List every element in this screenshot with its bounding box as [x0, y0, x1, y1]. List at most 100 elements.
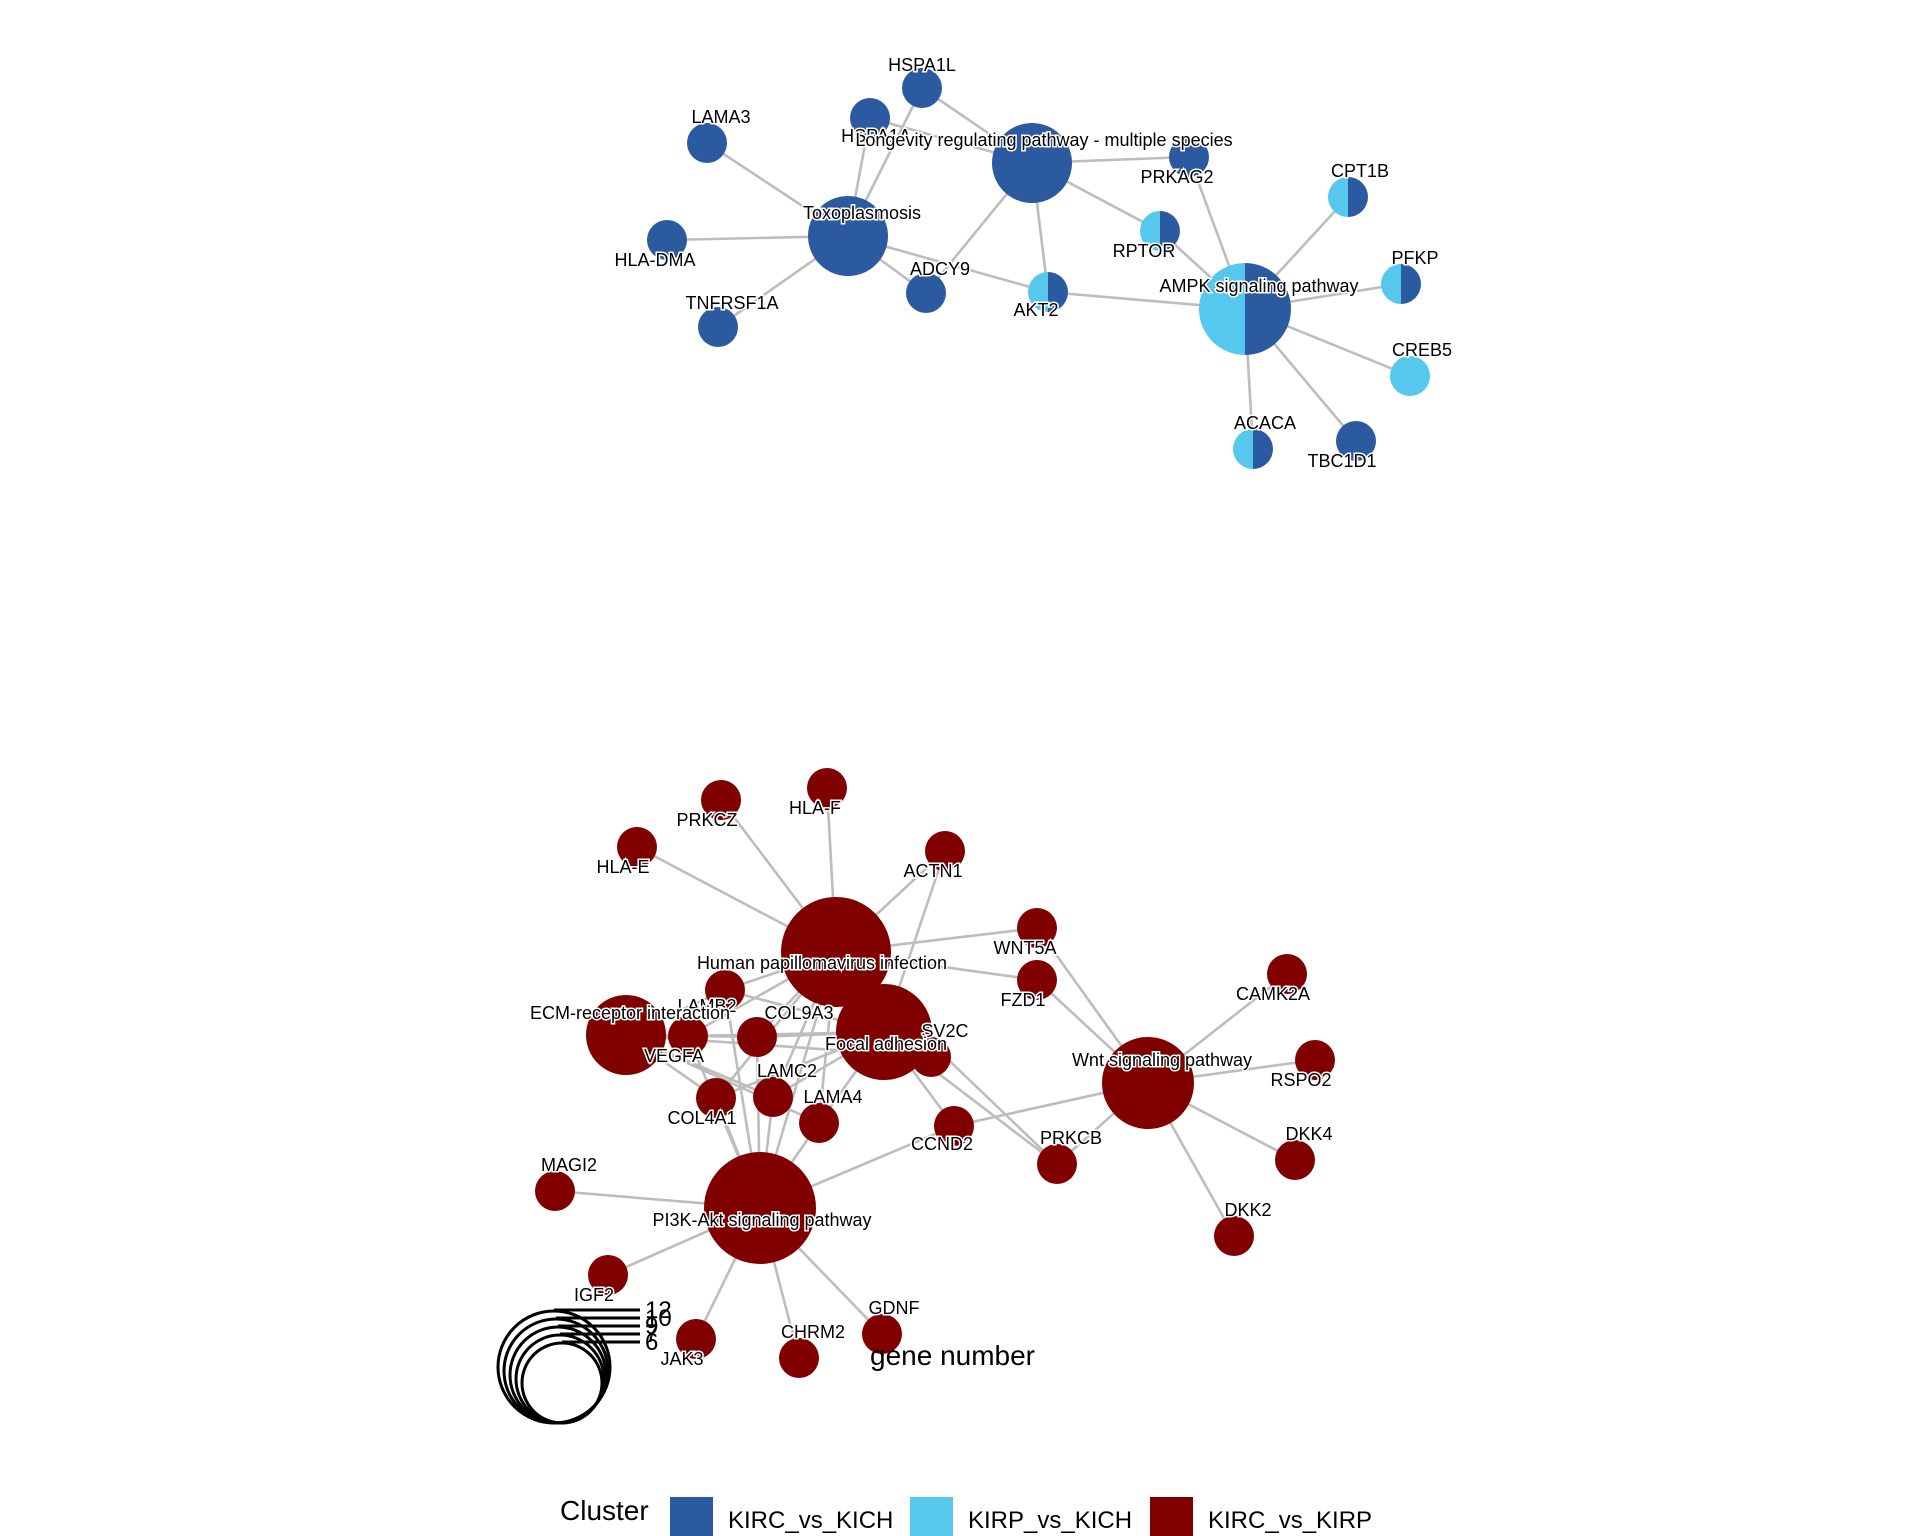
pathway-node-PI3K[interactable]	[704, 1152, 816, 1264]
node-label-COL9A3: COL9A3	[764, 1003, 833, 1023]
color-legend-entries: KIRC_vs_KICH KIRP_vs_KICH KIRC_vs_KIRP	[670, 1497, 1372, 1536]
legend-swatch	[910, 1497, 953, 1536]
node-slice-KIRC_vs_KIRP	[1017, 960, 1057, 1000]
node-slice-KIRC_vs_KICH	[687, 123, 727, 163]
gene-node-CCND2[interactable]	[934, 1106, 974, 1146]
gene-node-DKK4[interactable]	[1275, 1140, 1315, 1180]
gene-node-MAGI2[interactable]	[535, 1171, 575, 1211]
node-label-JAK3: JAK3	[660, 1349, 703, 1369]
node-slice-KIRC_vs_KIRP	[696, 1078, 736, 1118]
gene-node-HSPA1A[interactable]	[850, 98, 890, 138]
legend-entry-KIRP_vs_KICH: KIRP_vs_KICH	[910, 1497, 1132, 1536]
gene-node-LAMA3[interactable]	[687, 123, 727, 163]
node-slice-KIRC_vs_KICH	[1169, 137, 1209, 177]
node-slice-KIRC_vs_KICH	[906, 273, 946, 313]
gene-node-RPTOR[interactable]	[1140, 211, 1180, 251]
node-label-DKK4: DKK4	[1285, 1124, 1332, 1144]
node-slice-KIRC_vs_KIRP	[807, 768, 847, 808]
gene-node-FZD1[interactable]	[1017, 960, 1057, 1000]
gene-node-GDNF[interactable]	[862, 1314, 902, 1354]
gene-node-HSPA1L[interactable]	[902, 68, 942, 108]
gene-node-TNFRSF1A[interactable]	[698, 307, 738, 347]
gene-node-HLA-F[interactable]	[807, 768, 847, 808]
node-label-LAMA4: LAMA4	[803, 1087, 862, 1107]
node-label-HPV: Human papillomavirus infection	[697, 953, 947, 973]
pathway-node-Toxoplasmosis[interactable]	[808, 196, 888, 276]
node-label-HSPA1A: HSPA1A	[841, 126, 911, 146]
node-slice-KIRC_vs_KIRP	[1102, 1037, 1194, 1129]
gene-node-HLA-DMA[interactable]	[647, 220, 687, 260]
node-label-PRKCB: PRKCB	[1040, 1128, 1102, 1148]
gene-node-AKT2[interactable]	[1028, 272, 1068, 312]
gene-node-CPT1B[interactable]	[1328, 177, 1368, 217]
gene-node-WNT5A[interactable]	[1017, 908, 1057, 948]
node-label-Focal: Focal adhesion	[825, 1034, 947, 1054]
gene-node-LAMC2[interactable]	[753, 1077, 793, 1117]
node-slice-KIRC_vs_KICH	[902, 68, 942, 108]
size-tick-label-9: 9	[645, 1313, 658, 1340]
gene-node-JAK3[interactable]	[676, 1319, 716, 1359]
gene-node-CAMK2A[interactable]	[1267, 954, 1307, 994]
node-slice-KIRC_vs_KIRP	[617, 827, 657, 867]
legend-label: KIRC_vs_KICH	[728, 1507, 893, 1534]
gene-node-RSPO2[interactable]	[1295, 1040, 1335, 1080]
gene-node-LAMB2[interactable]	[705, 970, 745, 1010]
node-label-TBC1D1: TBC1D1	[1307, 451, 1376, 471]
node-slice-KIRC_vs_KICH	[647, 220, 687, 260]
gene-node-PRKCB[interactable]	[1037, 1144, 1077, 1184]
gene-node-ACACA[interactable]	[1233, 429, 1273, 469]
gene-node-IGF2[interactable]	[588, 1255, 628, 1295]
node-slice-KIRC_vs_KICH	[1401, 264, 1421, 304]
node-label-TNFRSF1A: TNFRSF1A	[685, 293, 778, 313]
gene-node-PFKP[interactable]	[1381, 264, 1421, 304]
legend-swatch	[1150, 1497, 1193, 1536]
node-label-PFKP: PFKP	[1391, 248, 1438, 268]
node-label-IGF2: IGF2	[574, 1285, 614, 1305]
gene-node-CREB5[interactable]	[1390, 356, 1430, 396]
gene-node-HLA-E[interactable]	[617, 827, 657, 867]
node-label-CHRM2: CHRM2	[781, 1322, 845, 1342]
node-slice-KIRC_vs_KICH	[1048, 272, 1068, 312]
gene-node-ACTN1[interactable]	[925, 831, 965, 871]
gene-node-COL4A1[interactable]	[696, 1078, 736, 1118]
pathway-node-Wnt[interactable]	[1102, 1037, 1194, 1129]
node-label-ECM: ECM-receptor interaction	[530, 1003, 730, 1023]
node-label-AKT2: AKT2	[1013, 300, 1058, 320]
node-slice-KIRC_vs_KIRP	[701, 780, 741, 820]
node-label-VEGFA: VEGFA	[644, 1046, 704, 1066]
pathway-node-Focal[interactable]	[836, 984, 932, 1080]
node-slice-KIRP_vs_KICH	[1028, 272, 1048, 312]
node-slice-KIRC_vs_KIRP	[588, 1255, 628, 1295]
node-label-LAMB2: LAMB2	[677, 996, 736, 1016]
gene-node-CHRM2[interactable]	[779, 1338, 819, 1378]
gene-node-VEGFA[interactable]	[668, 1016, 708, 1056]
size-circle-6	[520, 1341, 604, 1425]
size-legend-title: gene number	[870, 1340, 1035, 1371]
gene-node-PRKAG2[interactable]	[1169, 137, 1209, 177]
pathway-node-ECM[interactable]	[586, 995, 666, 1075]
node-label-Wnt: Wnt signaling pathway	[1072, 1050, 1252, 1070]
pathway-node-HPV[interactable]	[781, 897, 891, 1007]
gene-node-TBC1D1[interactable]	[1336, 421, 1376, 461]
color-legend-title: Cluster	[560, 1495, 649, 1526]
node-slice-KIRC_vs_KICH	[1253, 429, 1273, 469]
node-slice-KIRP_vs_KICH	[1390, 356, 1430, 396]
legend-label: KIRP_vs_KICH	[968, 1507, 1132, 1534]
gene-node-ADCY9[interactable]	[906, 273, 946, 313]
pathway-node-AMPK[interactable]	[1199, 263, 1291, 355]
pathway-node-Longevity[interactable]	[992, 123, 1072, 203]
gene-node-LAMA4[interactable]	[799, 1103, 839, 1143]
gene-node-DKK2[interactable]	[1214, 1216, 1254, 1256]
node-label-COL4A1: COL4A1	[667, 1108, 736, 1128]
node-label-ACTN1: ACTN1	[903, 861, 962, 881]
gene-node-PRKCZ[interactable]	[701, 780, 741, 820]
node-label-GDNF: GDNF	[869, 1298, 920, 1318]
node-label-HLA-E: HLA-E	[596, 857, 649, 877]
node-label-Toxoplasmosis: Toxoplasmosis	[803, 203, 921, 223]
size-tick-label-7: 7	[645, 1321, 658, 1348]
node-slice-KIRP_vs_KICH	[1233, 429, 1253, 469]
gene-node-COL9A3[interactable]	[737, 1017, 777, 1057]
node-slice-KIRC_vs_KIRP	[836, 984, 932, 1080]
